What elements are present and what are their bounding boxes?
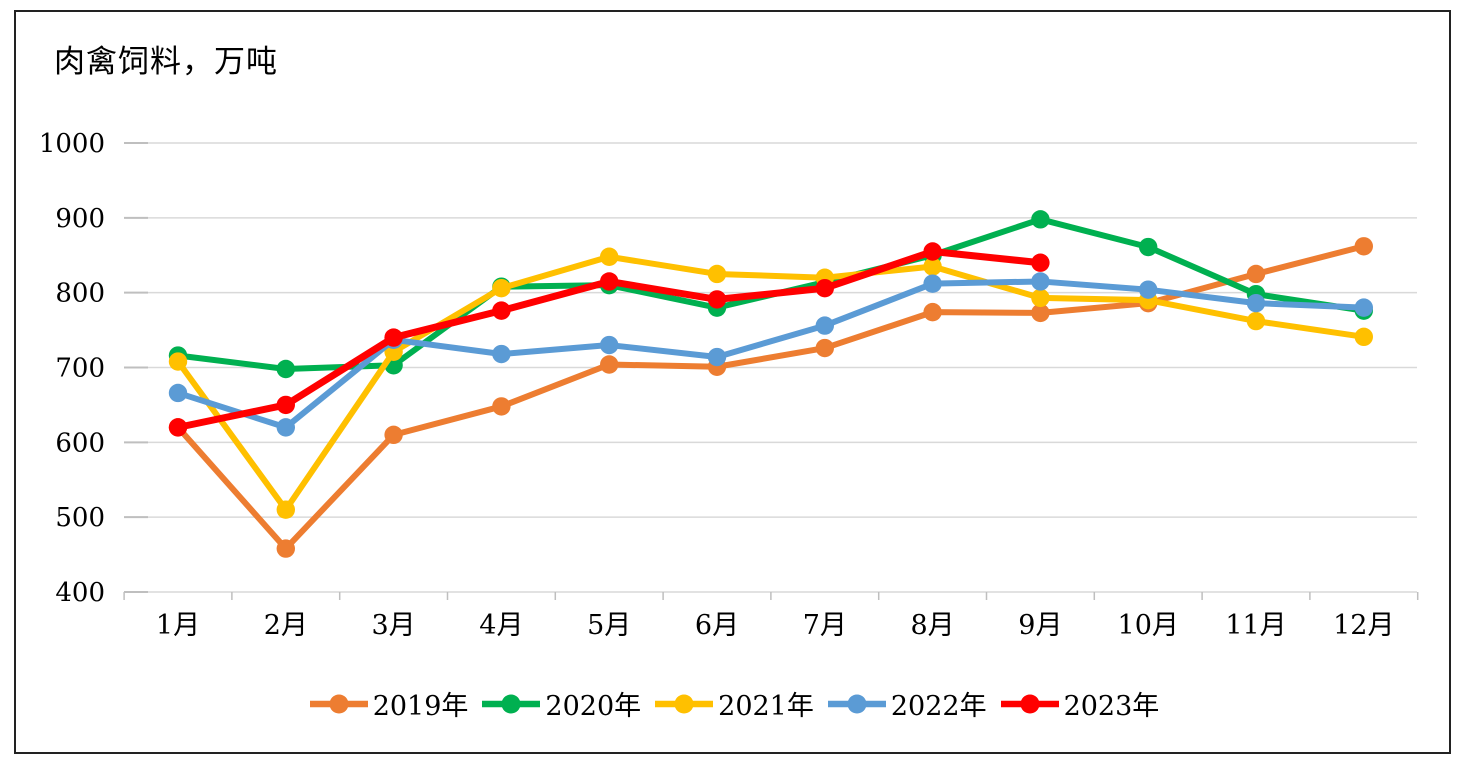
y-axis-label: 700	[55, 354, 105, 384]
data-point-2023年	[600, 272, 619, 291]
legend-marker-icon	[655, 694, 714, 713]
data-point-2019年	[276, 539, 295, 558]
x-axis-label: 4月	[479, 610, 523, 641]
y-axis-label: 400	[55, 578, 105, 608]
data-point-2023年	[492, 301, 511, 320]
data-point-2019年	[923, 302, 942, 322]
data-point-2022年	[1031, 272, 1050, 291]
data-point-2022年	[492, 344, 511, 364]
x-axis-label: 3月	[372, 610, 416, 641]
data-point-2019年	[1354, 237, 1374, 256]
data-point-2021年	[168, 352, 188, 371]
data-point-2022年	[1354, 298, 1374, 317]
x-axis-label: 10月	[1118, 610, 1179, 641]
x-axis-label: 12月	[1333, 610, 1394, 641]
data-point-2021年	[1031, 288, 1050, 308]
data-point-2022年	[1139, 280, 1158, 299]
data-point-2021年	[707, 264, 727, 284]
data-point-2021年	[492, 278, 511, 298]
data-point-2020年	[276, 359, 295, 379]
data-point-2019年	[492, 397, 511, 416]
legend-item-2020年: 2020年	[482, 684, 641, 723]
data-point-2021年	[923, 257, 942, 276]
data-point-2022年	[600, 335, 619, 355]
legend-item-2022年: 2022年	[827, 684, 987, 723]
data-point-2021年	[276, 500, 295, 519]
data-point-2019年	[1246, 264, 1266, 284]
data-point-2023年	[707, 290, 727, 309]
data-point-2023年	[923, 242, 942, 261]
legend-marker-icon	[309, 694, 368, 713]
legend-item-2019年: 2019年	[309, 684, 469, 723]
x-axis-label: 8月	[911, 610, 955, 641]
data-point-2022年	[707, 347, 727, 367]
data-point-2023年	[815, 278, 834, 298]
y-axis-label: 500	[55, 503, 105, 533]
data-point-2023年	[1031, 253, 1050, 272]
data-point-2019年	[815, 338, 834, 358]
x-axis-label: 1月	[156, 610, 200, 641]
data-point-2022年	[276, 418, 295, 437]
data-point-2020年	[1031, 210, 1050, 229]
legend-label: 2022年	[890, 691, 987, 722]
x-axis-label: 6月	[695, 610, 739, 641]
y-axis-label: 600	[55, 428, 105, 458]
data-point-2023年	[276, 395, 295, 415]
y-axis-label: 800	[55, 279, 105, 309]
legend-label: 2021年	[718, 691, 814, 722]
data-point-2021年	[1354, 327, 1374, 347]
chart-frame: 肉禽饲料，万吨 1000 900 800 700 600 500 400 1月 2月 3月 4月 5月…	[14, 10, 1451, 754]
line-chart-plot-area: 1000 900 800 700 600 500 400 1月 2月 3月 4月 5月 6月 7月 8月 9月…	[39, 129, 1419, 641]
y-axis-label: 900	[55, 204, 105, 234]
legend-marker-icon	[482, 694, 541, 713]
y-axis-label: 1000	[39, 129, 105, 159]
data-point-2022年	[815, 316, 834, 335]
data-point-2019年	[600, 355, 619, 374]
data-point-2020年	[1139, 237, 1158, 257]
data-point-2023年	[168, 418, 188, 437]
legend-item-2023年: 2023年	[1000, 684, 1160, 723]
data-point-2022年	[1246, 293, 1266, 313]
chart-title: 肉禽饲料，万吨	[54, 44, 278, 80]
legend-label: 2023年	[1063, 691, 1160, 722]
data-point-2023年	[384, 328, 403, 347]
data-point-2019年	[384, 425, 403, 445]
chart-legend: 2019年 2020年 2021年 2022年 2023年	[16, 684, 1453, 723]
legend-marker-icon	[827, 694, 886, 713]
data-point-2021年	[1246, 311, 1266, 331]
legend-label: 2020年	[545, 691, 642, 722]
x-axis-label: 2月	[264, 610, 308, 641]
x-axis-label: 7月	[803, 610, 847, 641]
legend-label: 2019年	[372, 691, 469, 722]
data-point-2022年	[923, 274, 942, 293]
series-line-2022年	[175, 278, 1367, 431]
data-point-2022年	[168, 383, 188, 403]
legend-item-2021年: 2021年	[655, 684, 814, 723]
data-point-2021年	[600, 247, 619, 266]
legend-marker-icon	[1000, 694, 1059, 713]
data-point-2019年	[1031, 303, 1050, 323]
series-line-2021年	[175, 253, 1367, 513]
x-axis-label: 11月	[1225, 610, 1286, 641]
x-axis-label: 9月	[1018, 610, 1062, 641]
series-line-2019年	[175, 243, 1367, 552]
x-axis-label: 5月	[587, 610, 631, 641]
